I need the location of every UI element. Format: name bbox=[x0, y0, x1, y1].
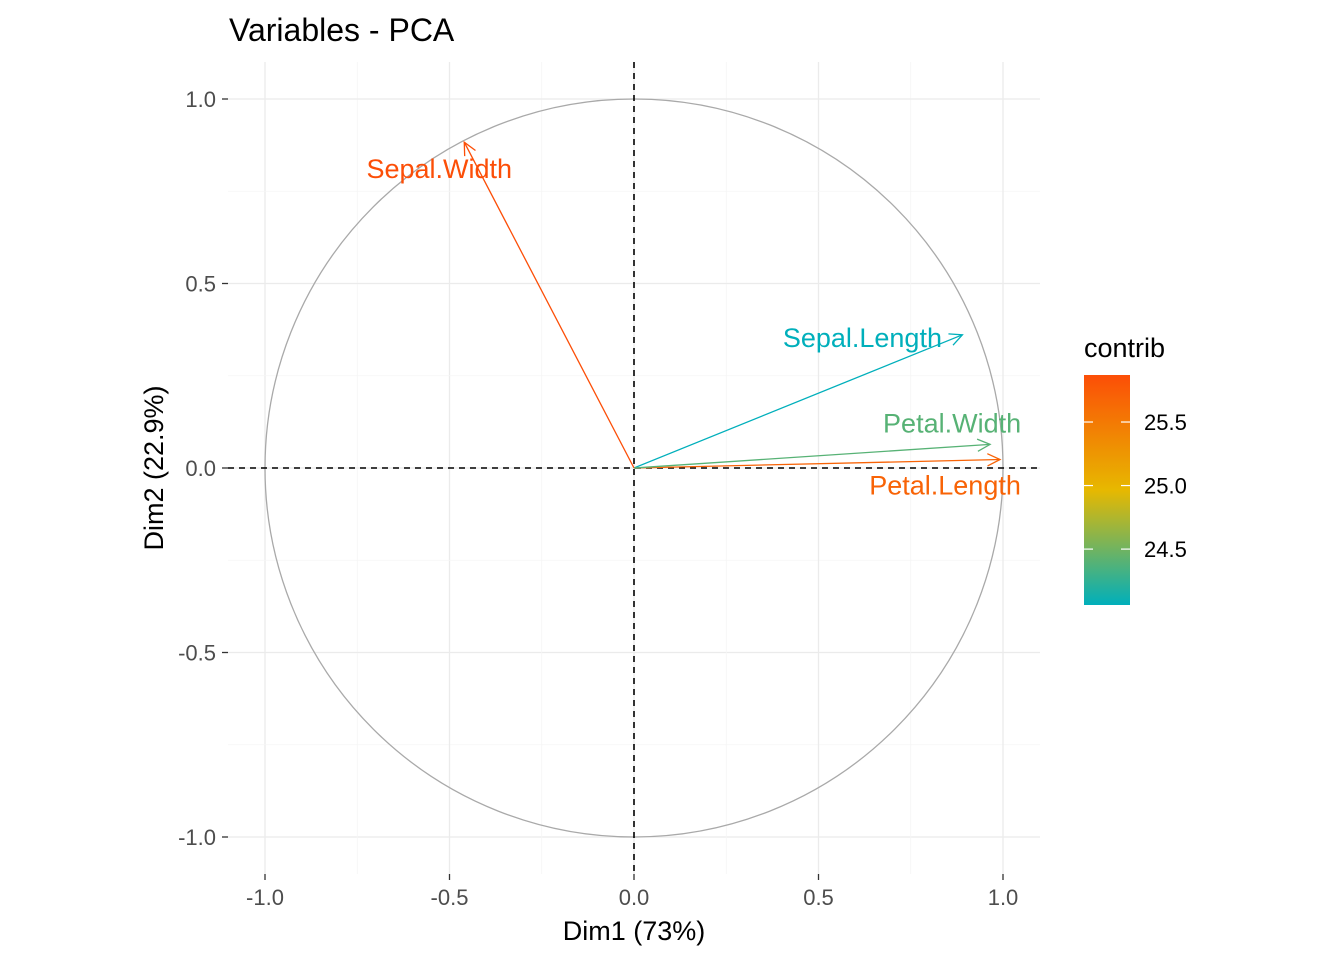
variable-arrow: Petal.Width bbox=[633, 408, 1021, 469]
x-axis-label: Dim1 (73%) bbox=[563, 916, 706, 946]
y-tick-label: -1.0 bbox=[178, 825, 216, 850]
arrow-shaft bbox=[463, 141, 635, 469]
legend-colorbar bbox=[1084, 375, 1130, 605]
legend-tick-label: 24.5 bbox=[1144, 537, 1187, 562]
arrow-head bbox=[976, 438, 992, 452]
y-axis-label: Dim2 (22.9%) bbox=[139, 385, 169, 550]
legend-tick-label: 25.0 bbox=[1144, 474, 1187, 499]
y-tick-label: -0.5 bbox=[178, 641, 216, 666]
legend-tick-label: 25.5 bbox=[1144, 410, 1187, 435]
arrow-head bbox=[948, 333, 964, 346]
variable-label: Petal.Width bbox=[883, 408, 1021, 438]
variable-arrow: Sepal.Width bbox=[366, 140, 635, 469]
legend: contrib 24.5 25.0 25.5 bbox=[1084, 333, 1187, 605]
arrow-head bbox=[987, 453, 1002, 467]
chart-title: Variables - PCA bbox=[229, 12, 455, 48]
arrow-shaft bbox=[633, 334, 963, 469]
variable-label: Petal.Length bbox=[869, 471, 1021, 501]
legend-title: contrib bbox=[1084, 333, 1165, 363]
y-tick-label: 0.0 bbox=[185, 456, 216, 481]
y-tick-label: 1.0 bbox=[185, 87, 216, 112]
x-tick-label: -1.0 bbox=[246, 885, 284, 910]
x-tick-label: -0.5 bbox=[431, 885, 469, 910]
variable-label: Sepal.Length bbox=[783, 323, 942, 353]
x-tick-label: 1.0 bbox=[988, 885, 1019, 910]
y-tick-label: 0.5 bbox=[185, 272, 216, 297]
arrow-shaft bbox=[633, 443, 991, 469]
arrow-head bbox=[463, 140, 476, 157]
x-tick-label: 0.5 bbox=[803, 885, 834, 910]
variable-arrow: Petal.Length bbox=[633, 453, 1021, 501]
x-tick-label: 0.0 bbox=[619, 885, 650, 910]
variable-arrow: Sepal.Length bbox=[633, 323, 964, 469]
variable-label: Sepal.Width bbox=[366, 154, 512, 184]
arrow-shaft bbox=[633, 458, 1001, 469]
